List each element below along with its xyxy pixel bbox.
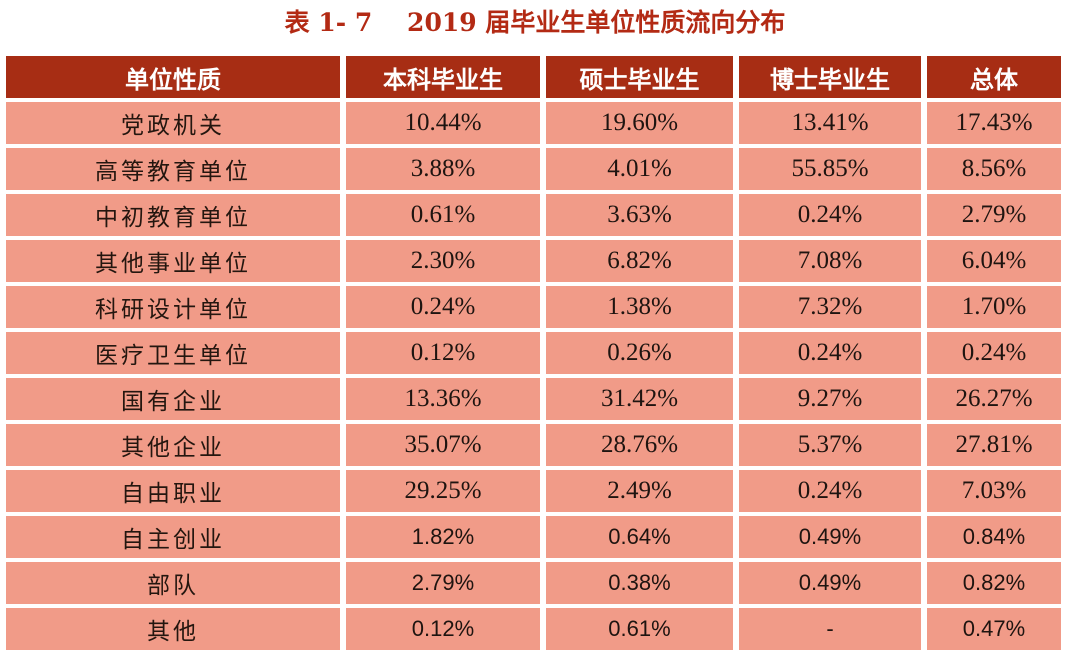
table-row: 国有企业 13.36% 31.42% 9.27% 26.27%	[6, 378, 1061, 420]
doctoral-value: 0.24%	[739, 332, 921, 374]
overall-value: 27.81%	[927, 424, 1061, 466]
master-value: 0.61%	[546, 608, 733, 650]
undergraduate-value: 2.30%	[346, 240, 540, 282]
undergraduate-value: 0.24%	[346, 286, 540, 328]
overall-value: 8.56%	[927, 148, 1061, 190]
doctoral-value: 0.49%	[739, 562, 921, 604]
master-value: 1.38%	[546, 286, 733, 328]
master-value: 0.38%	[546, 562, 733, 604]
master-value: 0.64%	[546, 516, 733, 558]
table-row: 其他企业 35.07% 28.76% 5.37% 27.81%	[6, 424, 1061, 466]
column-header-undergraduate: 本科毕业生	[346, 56, 540, 98]
overall-value: 2.79%	[927, 194, 1061, 236]
table-row: 中初教育单位 0.61% 3.63% 0.24% 2.79%	[6, 194, 1061, 236]
overall-value: 17.43%	[927, 102, 1061, 144]
row-label: 科研设计单位	[6, 286, 340, 328]
master-value: 4.01%	[546, 148, 733, 190]
row-label: 其他	[6, 608, 340, 650]
master-value: 0.26%	[546, 332, 733, 374]
doctoral-value: 7.32%	[739, 286, 921, 328]
overall-value: 6.04%	[927, 240, 1061, 282]
row-label: 医疗卫生单位	[6, 332, 340, 374]
master-value: 19.60%	[546, 102, 733, 144]
overall-value: 1.70%	[927, 286, 1061, 328]
doctoral-value: -	[739, 608, 921, 650]
row-label: 国有企业	[6, 378, 340, 420]
table-row: 科研设计单位 0.24% 1.38% 7.32% 1.70%	[6, 286, 1061, 328]
doctoral-value: 0.24%	[739, 470, 921, 512]
table-row: 自主创业 1.82% 0.64% 0.49% 0.84%	[6, 516, 1061, 558]
table-row: 党政机关 10.44% 19.60% 13.41% 17.43%	[6, 102, 1061, 144]
overall-value: 0.84%	[927, 516, 1061, 558]
doctoral-value: 0.24%	[739, 194, 921, 236]
doctoral-value: 7.08%	[739, 240, 921, 282]
undergraduate-value: 2.79%	[346, 562, 540, 604]
undergraduate-value: 1.82%	[346, 516, 540, 558]
overall-value: 0.24%	[927, 332, 1061, 374]
column-header-employer-type: 单位性质	[6, 56, 340, 98]
row-label: 中初教育单位	[6, 194, 340, 236]
table-row: 部队 2.79% 0.38% 0.49% 0.82%	[6, 562, 1061, 604]
undergraduate-value: 13.36%	[346, 378, 540, 420]
doctoral-value: 13.41%	[739, 102, 921, 144]
doctoral-value: 0.49%	[739, 516, 921, 558]
table-title: 表 1- 7 2019 届毕业生单位性质流向分布	[284, 8, 786, 37]
master-value: 3.63%	[546, 194, 733, 236]
table-row: 其他 0.12% 0.61% - 0.47%	[6, 608, 1061, 650]
undergraduate-value: 0.61%	[346, 194, 540, 236]
table-row: 其他事业单位 2.30% 6.82% 7.08% 6.04%	[6, 240, 1061, 282]
overall-value: 7.03%	[927, 470, 1061, 512]
graduate-employer-type-table: 单位性质 本科毕业生 硕士毕业生 博士毕业生 总体 党政机关 10.44% 19…	[0, 52, 1067, 654]
master-value: 31.42%	[546, 378, 733, 420]
undergraduate-value: 29.25%	[346, 470, 540, 512]
row-label: 部队	[6, 562, 340, 604]
row-label: 自主创业	[6, 516, 340, 558]
master-value: 6.82%	[546, 240, 733, 282]
undergraduate-value: 0.12%	[346, 608, 540, 650]
overall-value: 0.82%	[927, 562, 1061, 604]
row-label: 高等教育单位	[6, 148, 340, 190]
undergraduate-value: 35.07%	[346, 424, 540, 466]
overall-value: 0.47%	[927, 608, 1061, 650]
master-value: 2.49%	[546, 470, 733, 512]
row-label: 党政机关	[6, 102, 340, 144]
undergraduate-value: 3.88%	[346, 148, 540, 190]
overall-value: 26.27%	[927, 378, 1061, 420]
row-label: 自由职业	[6, 470, 340, 512]
column-header-overall: 总体	[927, 56, 1061, 98]
master-value: 28.76%	[546, 424, 733, 466]
row-label: 其他企业	[6, 424, 340, 466]
table-row: 自由职业 29.25% 2.49% 0.24% 7.03%	[6, 470, 1061, 512]
doctoral-value: 9.27%	[739, 378, 921, 420]
column-header-master: 硕士毕业生	[546, 56, 733, 98]
undergraduate-value: 0.12%	[346, 332, 540, 374]
table-row: 高等教育单位 3.88% 4.01% 55.85% 8.56%	[6, 148, 1061, 190]
row-label: 其他事业单位	[6, 240, 340, 282]
table-row: 医疗卫生单位 0.12% 0.26% 0.24% 0.24%	[6, 332, 1061, 374]
header-row: 单位性质 本科毕业生 硕士毕业生 博士毕业生 总体	[6, 56, 1061, 98]
column-header-doctoral: 博士毕业生	[739, 56, 921, 98]
doctoral-value: 5.37%	[739, 424, 921, 466]
doctoral-value: 55.85%	[739, 148, 921, 190]
undergraduate-value: 10.44%	[346, 102, 540, 144]
